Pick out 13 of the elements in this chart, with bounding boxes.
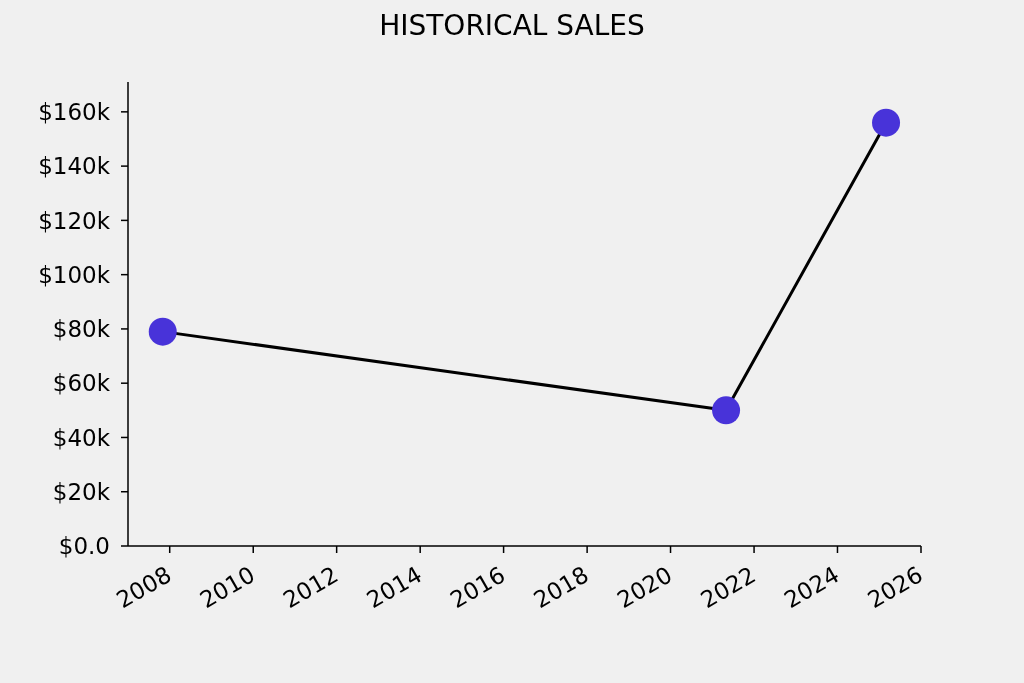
y-tick-label: $60k <box>52 370 111 397</box>
y-tick-label: $100k <box>38 261 111 288</box>
y-tick-label: $80k <box>52 316 111 343</box>
point <box>712 396 741 425</box>
y-tick-label: $0.0 <box>58 533 110 560</box>
point <box>872 108 901 137</box>
y-tick-label: $40k <box>52 424 111 451</box>
point <box>148 317 177 346</box>
y-tick-label: $160k <box>38 99 111 126</box>
chart-title: HISTORICAL SALES <box>378 9 646 43</box>
y-tick-label: $20k <box>52 478 111 505</box>
y-tick-label: $140k <box>38 153 111 180</box>
y-tick-label: $120k <box>38 207 111 234</box>
